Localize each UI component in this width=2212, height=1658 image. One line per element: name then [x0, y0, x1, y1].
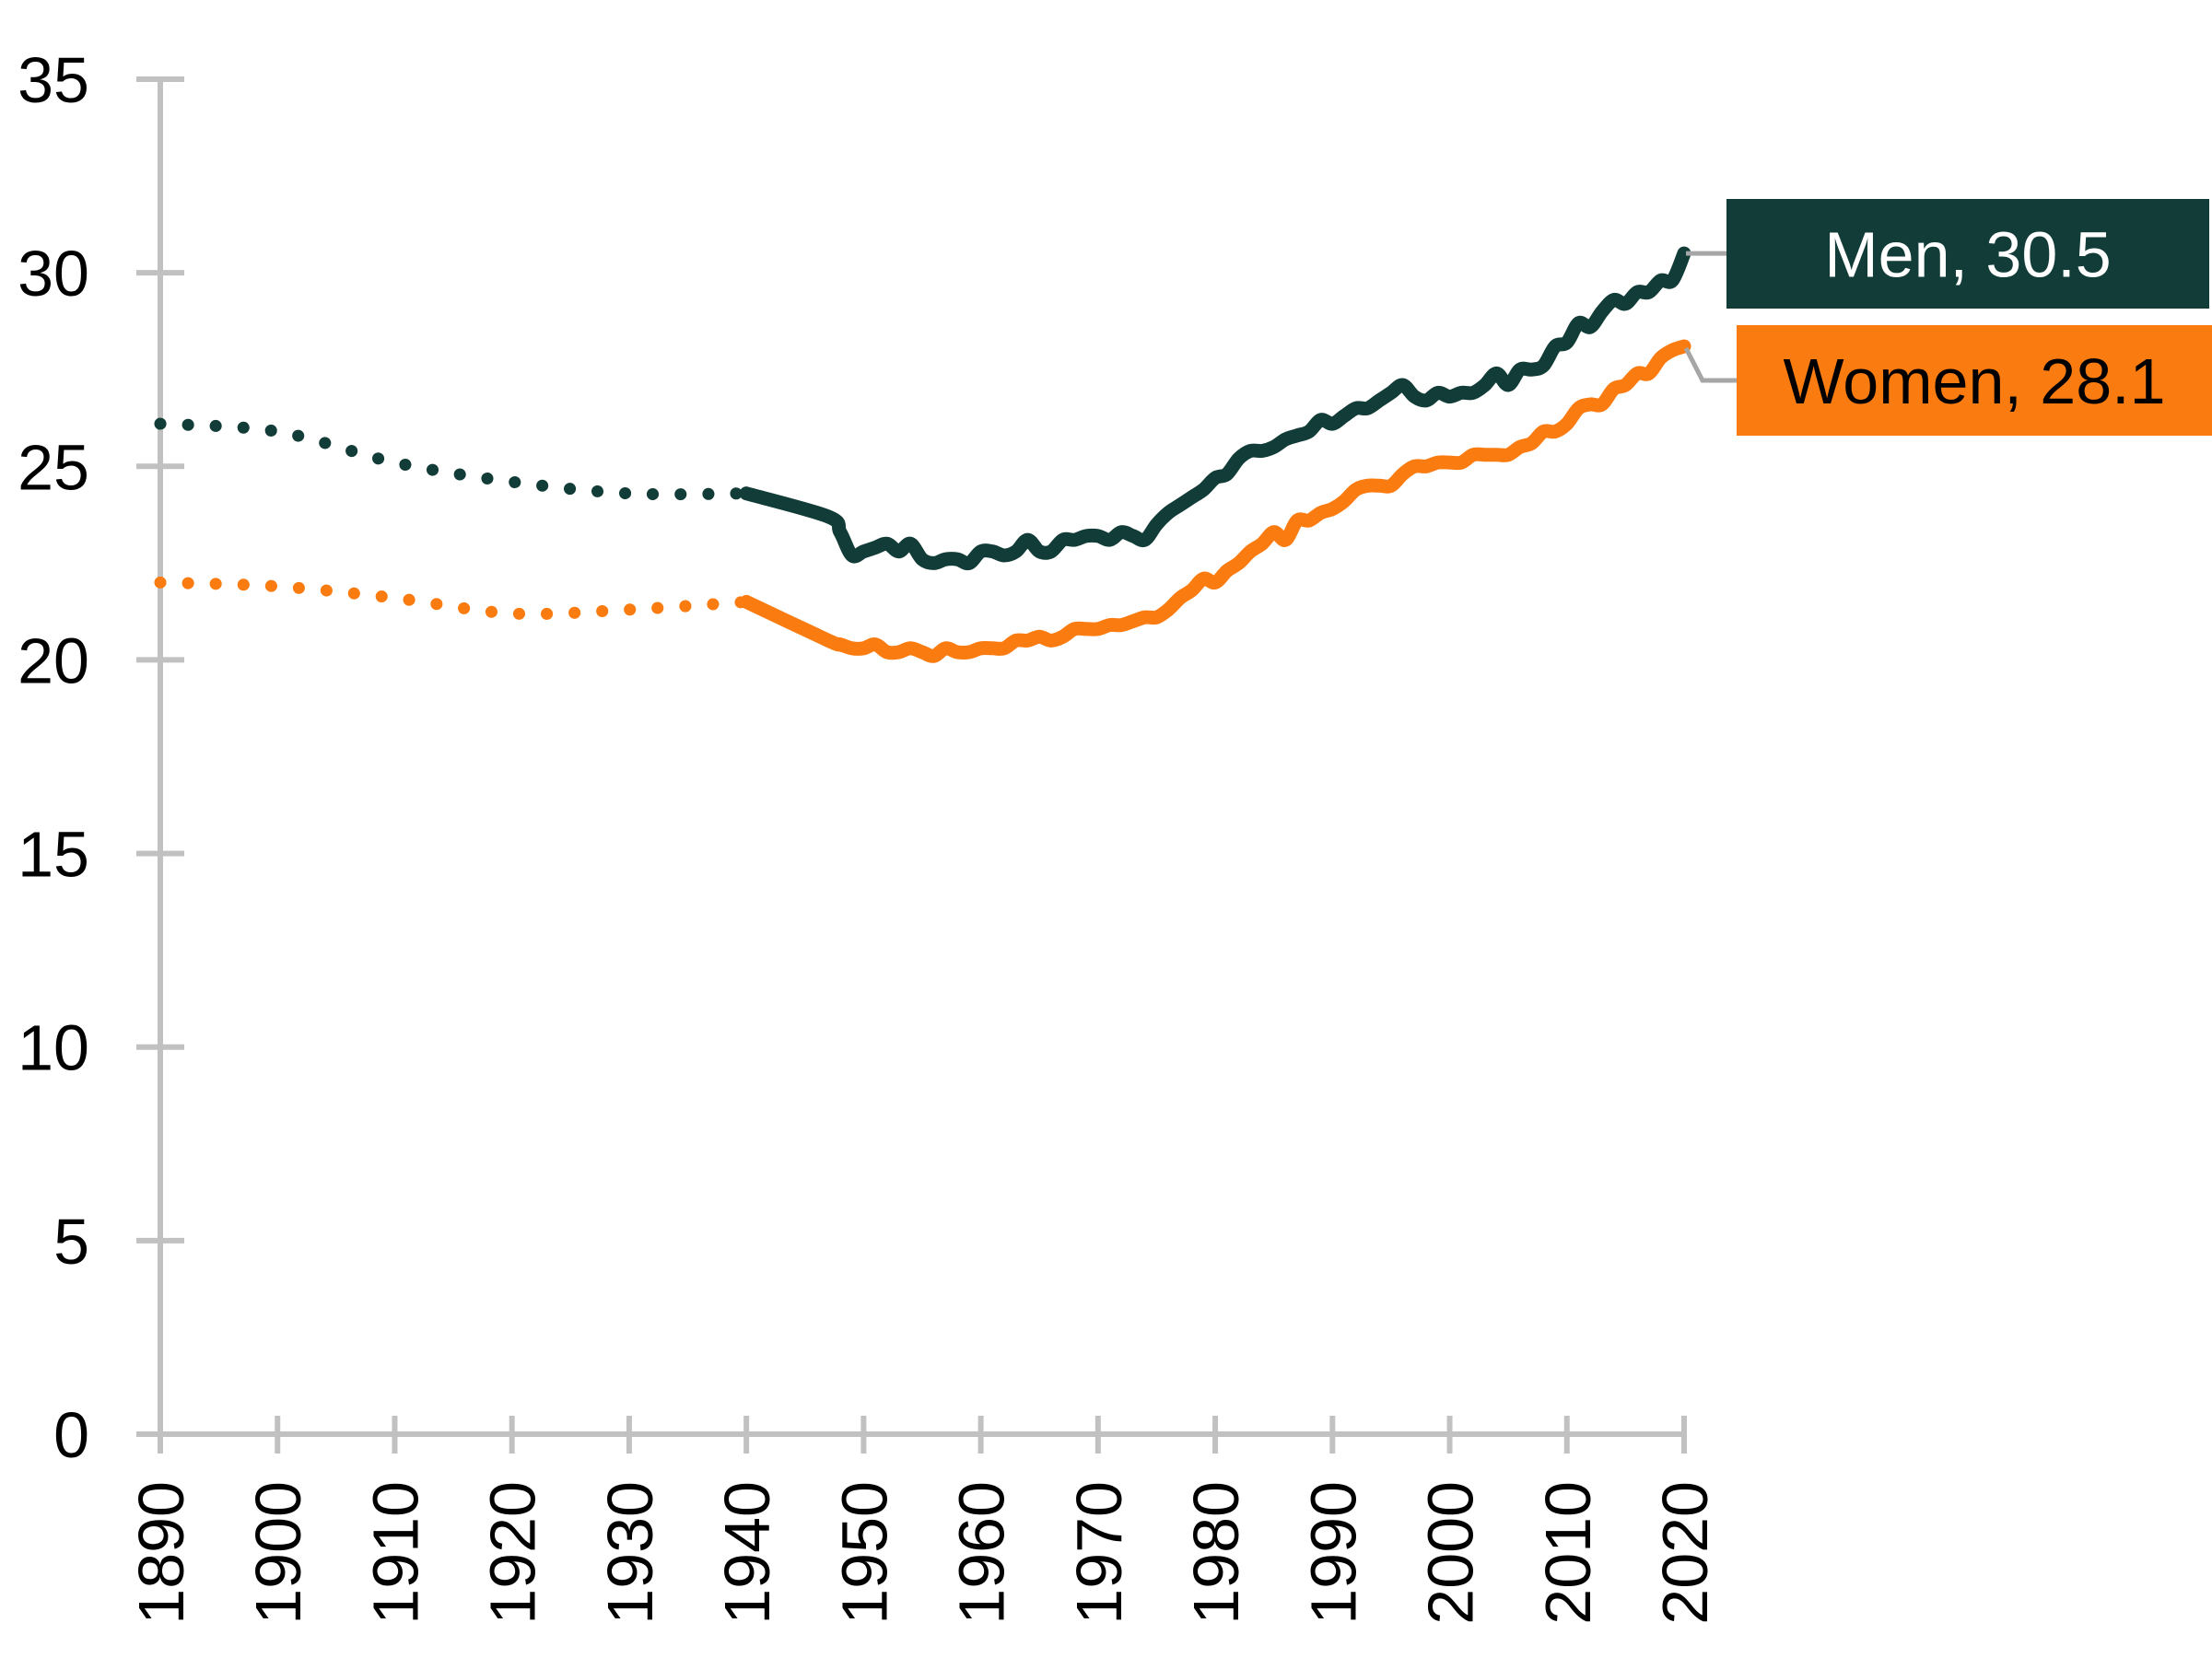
- y-axis-tick-label: 35: [18, 44, 89, 116]
- x-axis-tick-label: 1910: [359, 1481, 431, 1625]
- women-callout-box: [1737, 325, 2212, 436]
- women-callout-label: Women, 28.1: [1783, 345, 2165, 417]
- y-axis-tick-label: 0: [53, 1399, 89, 1471]
- x-axis-tick-label: 1920: [477, 1481, 549, 1625]
- series-callouts: Men, 30.5 Women, 28.1: [1726, 199, 2212, 436]
- x-axis-tick-label: 1950: [828, 1481, 900, 1625]
- women-dotted-line: [154, 576, 753, 621]
- y-axis-tick-label: 25: [18, 431, 89, 503]
- axes: [136, 76, 1687, 1454]
- leader-lines: [1683, 251, 1737, 383]
- x-axis-tick-label: 1890: [125, 1481, 197, 1625]
- x-axis-tick-label: 1970: [1063, 1481, 1135, 1625]
- data-series: [154, 246, 1691, 663]
- x-axis-tick-label: 2020: [1649, 1481, 1721, 1625]
- x-axis-tick-label: 1960: [946, 1481, 1018, 1625]
- y-axis-tick-label: 30: [18, 238, 89, 309]
- y-axis-tick-label: 20: [18, 625, 89, 696]
- men-callout-box: [1726, 199, 2209, 309]
- x-axis-tick-label: 1980: [1180, 1481, 1252, 1625]
- x-axis-tick-label: 1930: [594, 1481, 666, 1625]
- women-solid-line: [739, 339, 1691, 663]
- x-axis-tick-label: 1990: [1297, 1481, 1369, 1625]
- men-dotted-line: [154, 417, 753, 501]
- men-solid-line: [739, 246, 1691, 571]
- y-axis-tick-label: 5: [53, 1206, 89, 1278]
- x-axis-tick-label: 2000: [1415, 1481, 1487, 1625]
- y-axis-tick-label: 15: [18, 819, 89, 891]
- x-axis-tick-label: 1940: [711, 1481, 783, 1625]
- men-callout-label: Men, 30.5: [1824, 219, 2111, 291]
- x-axis-tick-label: 2010: [1532, 1481, 1604, 1625]
- axis-tick-labels: 0 5 10 15 20 25 30 35 1890 1900 1910 1920 1930 1940 19…: [18, 44, 1721, 1625]
- women-leader-line: [1683, 346, 1737, 383]
- y-axis-tick-label: 10: [18, 1012, 89, 1084]
- x-axis-tick-label: 1900: [242, 1481, 314, 1625]
